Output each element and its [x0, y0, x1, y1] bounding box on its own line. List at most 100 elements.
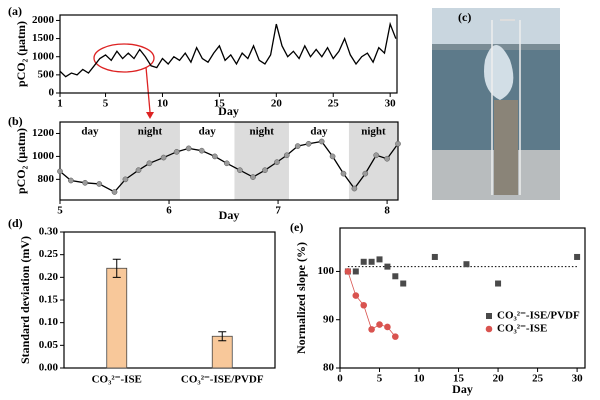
plot-frame: [63, 231, 276, 369]
error-bar: [112, 258, 121, 278]
x-axis-label: Day: [218, 104, 239, 118]
x-tick-label: 0: [337, 373, 343, 385]
y-tick-label: 90: [323, 313, 335, 325]
point: [352, 268, 359, 275]
marker: [57, 168, 63, 175]
x-tick-label: 15: [453, 373, 465, 385]
y-axis-label: pCO₂ (μatm): [14, 128, 28, 194]
marker: [305, 140, 312, 147]
y-tick-label: 0.10: [39, 316, 59, 328]
panel-label: (d): [8, 216, 23, 230]
x-tick-label: 6: [166, 205, 172, 217]
x-axis-label: Day: [219, 208, 240, 222]
x-tick-label: CO₃²⁻-ISE/PVDF: [181, 374, 264, 386]
period-label: day: [310, 126, 328, 138]
x-tick-label: 30: [385, 98, 397, 110]
marker: [160, 154, 167, 161]
x-tick-label: 20: [271, 98, 283, 110]
plot-frame: [59, 121, 399, 201]
x-tick-label: 7: [275, 205, 281, 217]
marker: [294, 143, 301, 149]
x-tick-label: 10: [414, 373, 426, 385]
x-axis-label: Day: [452, 382, 473, 396]
marker: [362, 170, 369, 177]
y-tick-label: 1500: [32, 32, 55, 44]
point: [368, 326, 375, 333]
marker: [250, 174, 256, 180]
period-label: night: [249, 126, 274, 138]
period-label: day: [199, 126, 217, 138]
y-tick-label: 800: [38, 173, 55, 185]
x-tick-label: 5: [377, 373, 383, 385]
marker: [173, 148, 180, 155]
point: [431, 253, 438, 260]
point: [360, 258, 367, 265]
y-tick-label: 0.25: [39, 248, 59, 260]
y-tick-label: 1200: [32, 127, 55, 139]
marker: [373, 152, 380, 159]
point: [360, 301, 368, 309]
y-tick-label: 0: [49, 87, 55, 99]
marker: [82, 179, 88, 186]
marker: [211, 153, 218, 160]
marker: [329, 153, 336, 160]
marker: [96, 181, 103, 187]
point: [384, 323, 391, 331]
y-tick-label: 0.30: [39, 226, 59, 238]
marker: [223, 160, 230, 167]
marker: [340, 170, 347, 177]
y-tick-label: 1000: [32, 150, 55, 162]
y-tick-label: 500: [38, 68, 55, 80]
y-tick-label: 0.20: [39, 271, 59, 283]
x-tick-label: 1: [57, 98, 63, 110]
marker: [351, 185, 358, 192]
point: [495, 280, 502, 287]
marker: [384, 155, 390, 162]
x-tick-label: 25: [328, 98, 340, 110]
period-label: day: [81, 126, 99, 138]
point: [574, 253, 581, 260]
point: [400, 280, 407, 287]
x-tick-label: 10: [157, 98, 169, 110]
marker: [274, 159, 280, 165]
panel-label: (c): [458, 10, 471, 24]
y-tick-label: 0.05: [39, 339, 59, 351]
period-label: night: [138, 126, 163, 138]
marker: [68, 177, 74, 184]
y-tick-label: 80: [323, 362, 335, 374]
y-tick-label: 1000: [32, 50, 55, 62]
arrowhead: [146, 112, 154, 119]
marker: [237, 167, 243, 174]
point: [392, 333, 399, 340]
x-tick-label: 15: [214, 98, 226, 110]
point: [352, 292, 360, 299]
highlight: [93, 43, 155, 73]
marker: [283, 152, 290, 159]
y-tick-label: 2000: [32, 14, 55, 26]
marker: [122, 176, 129, 183]
marker: [135, 167, 142, 174]
plot-frame: [339, 227, 586, 369]
point: [376, 256, 383, 263]
x-tick-label: 5: [57, 205, 63, 217]
point: [392, 273, 399, 280]
legend-marker: [485, 325, 493, 333]
y-axis-label: Standard deviation (mV): [18, 236, 32, 364]
data-line: [59, 21, 397, 78]
panel-label: (a): [8, 4, 22, 18]
point: [376, 321, 383, 328]
marker: [395, 140, 401, 147]
marker: [318, 138, 325, 145]
panel-label: (e): [290, 220, 303, 234]
y-axis-label: Normalized slope (%): [294, 242, 308, 354]
x-tick-label: CO₃²⁻-ISE: [92, 374, 142, 386]
panel-label: (b): [8, 114, 23, 128]
photo: [432, 8, 560, 200]
marker: [198, 147, 205, 154]
bar: [106, 267, 128, 369]
error-bar: [218, 331, 227, 342]
y-tick-label: 100: [318, 265, 335, 277]
legend-label: CO₃²⁻-ISE: [497, 323, 547, 335]
x-tick-label: 25: [532, 373, 544, 385]
